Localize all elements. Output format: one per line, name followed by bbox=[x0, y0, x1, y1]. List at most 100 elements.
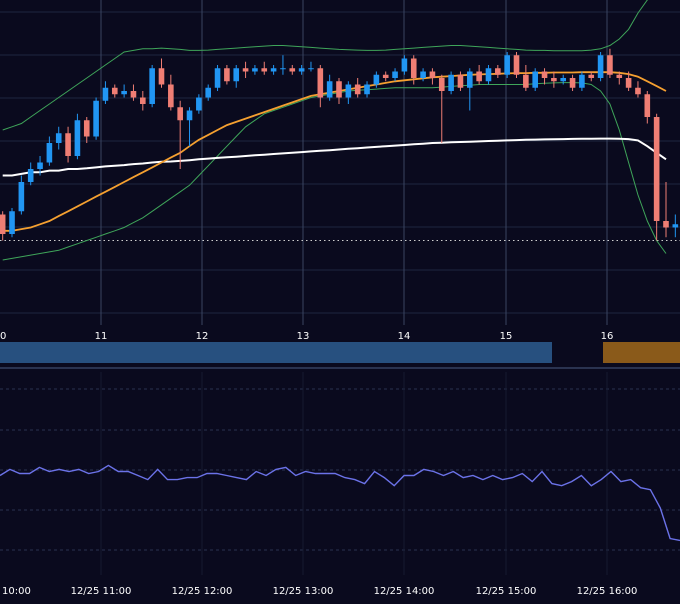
candle[interactable] bbox=[541, 68, 548, 85]
candle[interactable] bbox=[111, 84, 118, 98]
candle[interactable] bbox=[551, 71, 557, 88]
candle[interactable] bbox=[140, 91, 146, 111]
candle-body bbox=[336, 81, 342, 98]
candle[interactable] bbox=[429, 68, 436, 85]
candle[interactable] bbox=[653, 113, 660, 241]
candle-body bbox=[532, 71, 538, 88]
candle[interactable] bbox=[74, 113, 81, 160]
candle[interactable] bbox=[102, 81, 109, 104]
candle[interactable] bbox=[261, 61, 268, 75]
candle-body bbox=[588, 74, 595, 78]
candle-body bbox=[270, 68, 277, 72]
candle[interactable] bbox=[83, 117, 90, 143]
candle-body bbox=[55, 133, 62, 143]
candle[interactable] bbox=[280, 55, 286, 75]
candle[interactable] bbox=[607, 48, 613, 78]
candle[interactable] bbox=[392, 68, 398, 82]
time-axis-tick-label: 12/25 14:00 bbox=[374, 586, 435, 597]
candle[interactable] bbox=[401, 55, 408, 75]
time-axis-tick-label: 12/25 11:00 bbox=[71, 586, 132, 597]
price-axis-tick-label: 0 bbox=[0, 331, 6, 342]
candle[interactable] bbox=[625, 71, 632, 92]
candle[interactable] bbox=[644, 91, 651, 124]
candle[interactable] bbox=[466, 68, 473, 111]
candle[interactable] bbox=[18, 175, 25, 215]
candle[interactable] bbox=[270, 65, 277, 75]
candle-body bbox=[27, 169, 34, 182]
candle[interactable] bbox=[345, 81, 352, 104]
oscillator-time-axis: 10:00 12/25 11:00 12/25 12:00 12/25 13:00 12… bbox=[2, 586, 637, 597]
moving-average-long-line bbox=[2, 137, 667, 177]
candle-body bbox=[485, 68, 492, 82]
candle-body bbox=[401, 58, 408, 72]
candle[interactable] bbox=[158, 58, 165, 88]
candle[interactable] bbox=[27, 162, 34, 186]
candle[interactable] bbox=[177, 100, 183, 169]
time-axis-tick-label: 12/25 12:00 bbox=[172, 586, 233, 597]
candle[interactable] bbox=[635, 81, 641, 98]
candle[interactable] bbox=[93, 97, 99, 140]
candle[interactable] bbox=[130, 84, 137, 101]
candle[interactable] bbox=[438, 74, 445, 143]
candle[interactable] bbox=[476, 65, 482, 85]
candle[interactable] bbox=[663, 182, 669, 238]
candle[interactable] bbox=[9, 208, 15, 238]
candle[interactable] bbox=[495, 65, 501, 78]
candle[interactable] bbox=[214, 65, 221, 91]
candle[interactable] bbox=[46, 136, 53, 166]
candle[interactable] bbox=[224, 65, 230, 85]
candle[interactable] bbox=[588, 71, 595, 82]
candle[interactable] bbox=[326, 74, 333, 101]
candle[interactable] bbox=[233, 65, 240, 88]
candle[interactable] bbox=[308, 61, 314, 72]
candle[interactable] bbox=[55, 126, 62, 150]
candle[interactable] bbox=[597, 52, 604, 82]
candle[interactable] bbox=[382, 71, 389, 82]
oscillator-panel[interactable] bbox=[0, 372, 680, 575]
candle[interactable] bbox=[242, 61, 249, 78]
candle[interactable] bbox=[410, 55, 417, 85]
candle[interactable] bbox=[448, 71, 454, 95]
time-axis-tick-label: 12/25 16:00 bbox=[577, 586, 638, 597]
candle[interactable] bbox=[364, 81, 370, 98]
candle[interactable] bbox=[289, 65, 296, 75]
candle[interactable] bbox=[504, 52, 510, 78]
candle[interactable] bbox=[37, 156, 43, 176]
candle-body bbox=[74, 120, 81, 156]
candle[interactable] bbox=[149, 65, 155, 108]
candle-body bbox=[625, 78, 632, 88]
candle[interactable] bbox=[672, 214, 679, 238]
candle[interactable] bbox=[532, 68, 538, 91]
candle-body bbox=[466, 71, 473, 88]
candle[interactable] bbox=[168, 74, 174, 111]
candle[interactable] bbox=[569, 74, 576, 91]
candle[interactable] bbox=[354, 78, 361, 98]
candle[interactable] bbox=[523, 65, 529, 91]
candle[interactable] bbox=[65, 126, 71, 163]
price-panel[interactable] bbox=[0, 0, 680, 325]
candle-body bbox=[9, 211, 15, 234]
candle[interactable] bbox=[336, 78, 342, 104]
candle[interactable] bbox=[186, 107, 193, 147]
candle-body bbox=[93, 100, 99, 137]
candle[interactable] bbox=[485, 65, 492, 85]
candle[interactable] bbox=[0, 211, 6, 241]
candle[interactable] bbox=[579, 71, 585, 92]
bollinger-upper-line bbox=[2, 0, 648, 131]
candle[interactable] bbox=[252, 65, 258, 75]
candle[interactable] bbox=[560, 74, 567, 85]
candle[interactable] bbox=[205, 84, 212, 101]
candle[interactable] bbox=[457, 71, 464, 92]
candle[interactable] bbox=[513, 52, 520, 78]
candle[interactable] bbox=[373, 71, 380, 88]
candle[interactable] bbox=[616, 71, 623, 85]
candle[interactable] bbox=[121, 84, 127, 98]
price-axis-tick-label: 13 bbox=[297, 331, 310, 342]
candle[interactable] bbox=[196, 94, 202, 114]
candle[interactable] bbox=[317, 65, 324, 108]
candle[interactable] bbox=[420, 68, 426, 82]
candle-body bbox=[196, 97, 202, 111]
candle[interactable] bbox=[298, 65, 305, 75]
